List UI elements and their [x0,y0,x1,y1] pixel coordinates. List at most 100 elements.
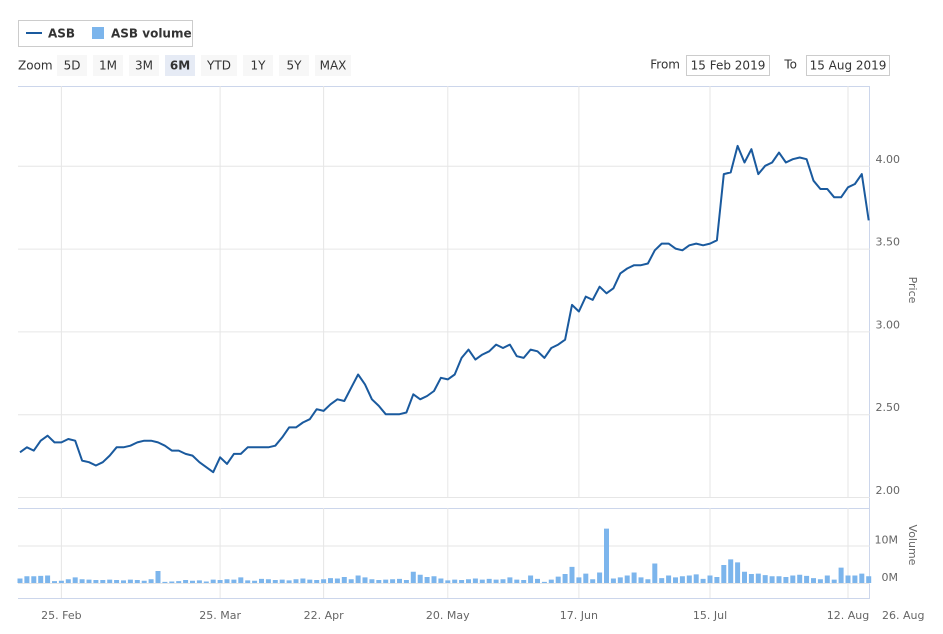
zoom-button-label[interactable]: 6M [170,59,190,73]
volume-bar [279,579,285,583]
zoom-buttons: 5D 1M 3M 6M YTD 1Y 5Y MAX [57,55,351,76]
marks [17,144,872,583]
zoom-button-bg[interactable] [129,55,159,76]
volume-bar [776,576,782,583]
zoom-button-label[interactable]: 1M [99,59,117,73]
from-input[interactable] [686,55,770,76]
volume-bar [210,579,216,583]
from-label: From [650,58,680,72]
volume-bar [838,567,844,583]
x-tick-label: 17. Jun [560,609,598,622]
volume-bar [597,572,603,583]
volume-bar [569,566,575,583]
zoom-button[interactable]: 5Y [279,55,309,76]
legend: ASB ASB volume [18,20,193,47]
zoom-button[interactable]: 1Y [243,55,273,76]
volume-bar [583,573,589,583]
volume-bar [107,579,113,583]
volume-bar [252,580,258,583]
zoom-button-label[interactable]: 1Y [251,59,267,73]
legend-swatch [92,27,104,39]
zoom-button-label[interactable]: YTD [206,59,231,73]
volume-bar [459,580,465,583]
volume-bar [645,579,651,583]
volume-bar [121,580,126,583]
volume-bar [562,574,568,583]
volume-bar [852,575,858,583]
volume-bar [452,579,458,583]
zoom-button-bg[interactable] [315,55,351,76]
volume-bar [617,577,623,583]
volume-bar [314,580,320,583]
to-input[interactable] [806,55,890,76]
volume-bar [321,579,327,583]
zoom-button-bg[interactable] [57,55,87,76]
volume-bar [521,580,527,583]
legend-item[interactable]: ASB volume [92,27,192,41]
volume-bar [783,577,789,583]
zoom-button[interactable]: MAX [315,55,351,76]
volume-bar [259,578,264,583]
legend-item[interactable]: ASB [26,27,75,41]
volume-bar [742,571,747,583]
volume-bar [169,581,175,583]
volume-bar [238,577,244,583]
zoom-button-label[interactable]: 5Y [287,59,303,73]
volume-bar [624,575,630,583]
volume-bar [486,578,492,583]
volume-bar [403,580,409,583]
zoom-button-bg[interactable] [165,55,195,76]
volume-bar [183,580,189,583]
zoom-button-bg[interactable] [93,55,123,76]
zoom-label: Zoom [18,59,53,73]
zoom-button[interactable]: 3M [129,55,159,76]
volume-bar [417,574,423,583]
volume-bar [93,580,99,583]
volume-bar [24,576,30,583]
volume-bar [514,579,520,583]
zoom-button-bg[interactable] [279,55,309,76]
legend-label[interactable]: ASB [48,27,75,41]
volume-bar [679,576,685,583]
zoom-button-bg[interactable] [201,55,237,76]
volume-bar [707,575,713,583]
to-date[interactable]: 15 Aug 2019 [810,59,887,73]
zoom-button-label[interactable]: MAX [320,59,347,73]
y-axis-title: Price [906,277,919,304]
volume-bar [376,580,382,583]
y-tick-label: 2.50 [876,401,901,414]
volume-bar [17,578,23,583]
volume-bar [231,579,237,583]
volume-bar [500,579,506,583]
volume-bar [721,565,727,583]
volume-bar [748,574,754,583]
volume-bar [693,574,699,583]
y-tick-label: 2.00 [876,484,901,497]
legend-label[interactable]: ASB volume [111,27,192,41]
volume-bar [817,579,823,583]
zoom-button-bg[interactable] [243,55,273,76]
zoom-button[interactable]: 5D [57,55,87,76]
volume-bar [610,578,616,583]
volume-bar [466,579,471,583]
x-tick-label: 22. Apr [304,609,344,622]
volume-bar [155,571,161,583]
zoom-button-label[interactable]: 3M [135,59,153,73]
volume-bar [362,577,368,583]
zoom-button-label[interactable]: 5D [64,59,81,73]
volume-bar [831,579,837,583]
zoom-button[interactable]: YTD [201,55,237,76]
zoom-button[interactable]: 6M [165,55,195,76]
zoom-button[interactable]: 1M [93,55,123,76]
from-date[interactable]: 15 Feb 2019 [691,59,766,73]
price-line [19,144,870,474]
volume-bar [666,575,672,583]
x-tick-label: 25. Feb [41,609,81,622]
volume-bar [79,579,85,583]
legend-box [18,20,193,47]
volume-bar [307,579,313,583]
volume-bar [72,577,78,583]
volume-bar [728,559,734,583]
volume-bar [797,574,803,583]
volume-bar [355,575,361,583]
